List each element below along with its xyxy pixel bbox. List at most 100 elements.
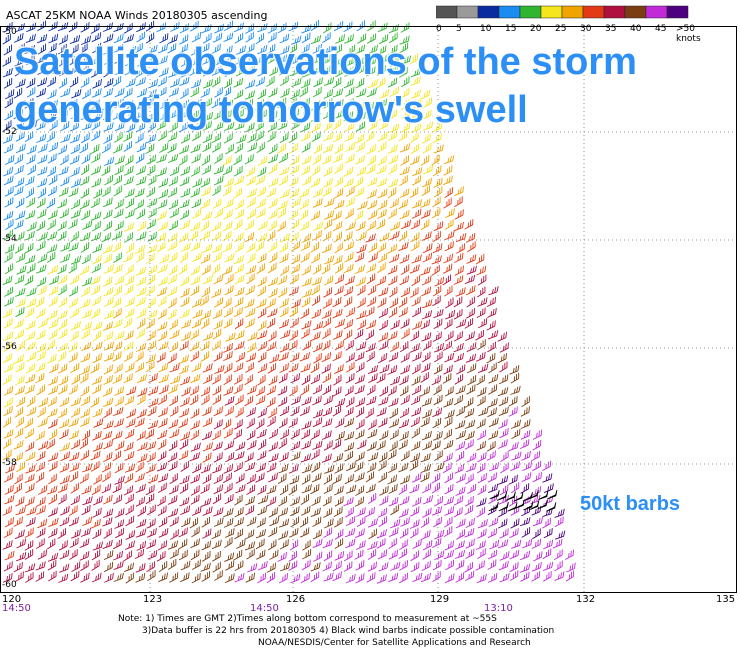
wind-barb	[233, 461, 243, 473]
wind-barb	[245, 505, 255, 516]
wind-barb	[497, 353, 507, 364]
wind-barb	[103, 494, 113, 505]
wind-barb	[444, 230, 455, 241]
wind-barb	[266, 462, 277, 473]
wind-barb	[365, 407, 374, 419]
wind-barb	[26, 287, 37, 297]
wind-barb	[15, 131, 25, 142]
wind-barb	[80, 385, 90, 397]
wind-barb	[288, 484, 297, 496]
wind-barb	[234, 208, 245, 220]
wind-barb	[289, 475, 300, 485]
wind-barb	[245, 31, 254, 43]
wind-barb	[399, 188, 410, 198]
wind-barb	[410, 76, 421, 86]
wind-barb	[13, 32, 24, 43]
wind-barb	[24, 417, 33, 429]
wind-barb	[48, 375, 58, 386]
wind-barb	[202, 32, 212, 44]
wind-barb	[478, 318, 488, 329]
wind-barb	[112, 43, 124, 53]
wind-barb	[421, 231, 432, 241]
wind-barb	[222, 155, 232, 166]
wind-barb	[102, 539, 113, 550]
wind-barb	[510, 461, 520, 472]
wind-barb	[344, 442, 355, 452]
wind-barb	[168, 87, 179, 97]
wind-barb	[400, 364, 410, 375]
wind-barb	[37, 166, 48, 176]
wind-barb	[310, 20, 320, 31]
wind-barb	[476, 386, 487, 397]
wind-barb	[400, 155, 410, 166]
wind-barb	[278, 166, 290, 176]
wind-barb	[378, 34, 389, 45]
wind-barbs-layer	[2, 20, 576, 584]
wind-barb	[300, 308, 310, 319]
wind-barb	[388, 286, 398, 298]
wind-barb	[191, 298, 202, 308]
wind-barb	[376, 373, 386, 384]
wind-barb	[409, 483, 420, 494]
wind-barb	[454, 265, 464, 276]
wind-barb	[379, 485, 389, 496]
wind-barb	[124, 428, 135, 440]
wind-barb	[399, 527, 409, 539]
wind-barb	[434, 450, 443, 461]
wind-barb	[126, 408, 137, 419]
wind-barb	[103, 439, 113, 450]
wind-barb	[180, 460, 189, 472]
wind-barb	[290, 373, 300, 384]
wind-barb	[14, 57, 24, 67]
wind-barb	[3, 527, 13, 538]
wind-barb	[70, 231, 79, 242]
wind-barb	[2, 449, 12, 461]
wind-barb	[376, 65, 386, 76]
wind-barb	[433, 462, 445, 472]
wind-barb	[167, 558, 177, 570]
wind-barb	[334, 364, 344, 375]
wind-barb	[124, 562, 135, 573]
wind-barb	[466, 342, 477, 353]
wind-barb	[200, 87, 210, 98]
wind-barb	[57, 22, 69, 32]
wind-barb	[211, 429, 221, 441]
wind-barb	[411, 296, 421, 307]
wind-barb	[25, 373, 36, 384]
wind-barb	[213, 274, 224, 285]
wind-barb	[366, 263, 377, 273]
wind-barb	[235, 473, 245, 484]
wind-barb	[291, 197, 301, 208]
wind-barb	[256, 198, 266, 209]
wind-barb	[190, 373, 201, 384]
wind-barb	[290, 164, 300, 175]
wind-barb	[247, 252, 256, 264]
wind-barb	[181, 386, 191, 397]
wind-barb	[47, 89, 57, 100]
wind-barb	[465, 331, 475, 342]
wind-barb	[400, 352, 410, 363]
wind-barb	[167, 132, 178, 142]
wind-barb	[90, 275, 101, 285]
wind-barb	[70, 482, 79, 494]
wind-barb	[333, 44, 342, 55]
wind-barb	[257, 560, 268, 571]
wind-barb	[343, 78, 354, 89]
wind-barb	[169, 428, 180, 439]
wind-barb	[68, 286, 78, 297]
wind-barb	[464, 495, 474, 507]
wind-barb	[542, 571, 552, 582]
wind-barb	[147, 244, 158, 254]
wind-barb	[412, 496, 422, 507]
wind-barb	[266, 75, 275, 87]
wind-barb	[13, 354, 24, 364]
wind-barb	[453, 352, 464, 363]
wind-barb	[80, 64, 89, 76]
wind-barb	[48, 99, 58, 110]
wind-barb	[167, 34, 178, 44]
flag-barb	[505, 491, 516, 501]
wind-barb	[379, 232, 390, 242]
wind-barb	[475, 253, 485, 265]
wind-barb	[444, 241, 454, 252]
wind-barb	[147, 231, 157, 242]
